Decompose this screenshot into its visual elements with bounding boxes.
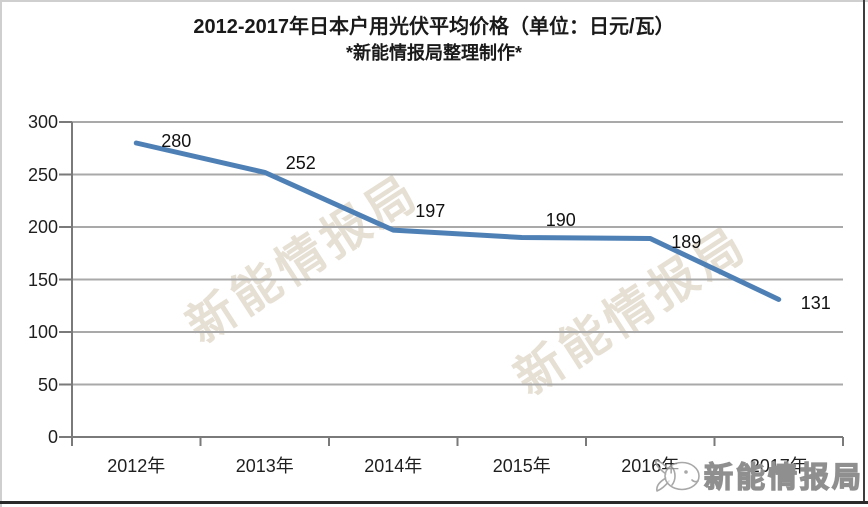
y-axis-label: 200 [27, 217, 58, 237]
frame-top-border [0, 0, 868, 2]
x-axis-label: 2014年 [364, 456, 423, 476]
data-label: 189 [671, 231, 702, 252]
data-label: 280 [161, 131, 192, 151]
x-axis-label: 2012年 [107, 456, 166, 476]
data-label: 252 [285, 153, 316, 174]
frame-bottom-border [0, 501, 868, 504]
frame-left-border [0, 0, 2, 507]
y-axis-label: 0 [47, 427, 58, 447]
x-axis-label: 2017年 [749, 456, 808, 476]
x-axis-label: 2015年 [492, 456, 551, 476]
frame-right-border [863, 0, 865, 503]
fish-icon [655, 459, 700, 492]
data-label: 131 [800, 293, 831, 314]
chart-subtitle: *新能情报局整理制作* [345, 43, 522, 63]
data-label: 197 [415, 201, 446, 222]
y-axis-label: 50 [37, 374, 58, 395]
series-line [133, 140, 782, 302]
chart-title: 2012-2017年日本户用光伏平均价格（单位：日元/瓦） [193, 16, 675, 38]
logo-watermark-text: 新能情报局 [703, 461, 865, 494]
y-axis-label: 150 [27, 269, 58, 290]
chart-title-block: 2012-2017年日本户用光伏平均价格（单位：日元/瓦） *新能情报局整理制作… [0, 14, 868, 66]
x-axis-label: 2013年 [235, 456, 294, 476]
logo-watermark: 新能情报局 [652, 448, 866, 502]
data-label: 190 [545, 209, 576, 230]
y-axis-label: 300 [27, 112, 58, 132]
y-axis-label: 100 [27, 322, 58, 342]
x-axis-label: 2016年 [621, 456, 680, 476]
y-axis-label: 250 [27, 164, 58, 185]
